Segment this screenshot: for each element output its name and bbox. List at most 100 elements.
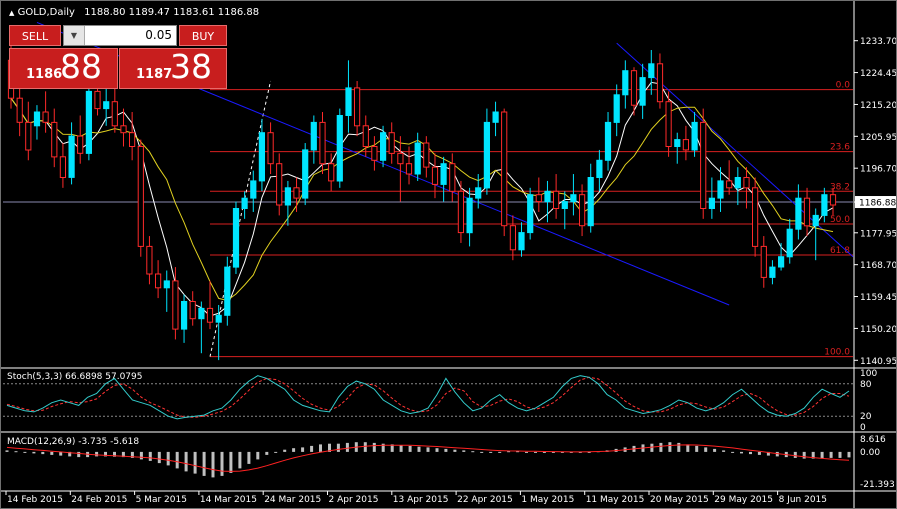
candle-body (319, 121, 326, 165)
y-tick-label: 1233.70 (860, 37, 897, 47)
x-tick-label: 5 Mar 2015 (136, 495, 187, 505)
macd-histogram-bar (426, 447, 430, 452)
candle-body (267, 132, 274, 165)
x-tick-label: 13 Apr 2015 (393, 495, 449, 505)
macd-histogram-bar (587, 451, 591, 453)
stoch-axis-label: 100 (860, 369, 877, 379)
macd-histogram-bar (202, 451, 206, 476)
candle-body (449, 163, 456, 192)
sell-price-big: 88 (60, 47, 102, 86)
candle-body (25, 121, 32, 151)
y-tick-label: 1140.95 (860, 357, 897, 367)
macd-histogram-bar (695, 445, 699, 452)
candle-body (224, 266, 231, 316)
macd-histogram-bar (668, 442, 672, 452)
candle-body (570, 194, 577, 203)
candle-body (535, 194, 542, 203)
y-tick-label: 1159.45 (860, 293, 897, 303)
stoch-axis-label: 20 (860, 412, 872, 422)
macd-histogram-bar (569, 451, 573, 453)
candle-body (371, 146, 378, 161)
macd-histogram-bar (847, 451, 851, 458)
macd-histogram-bar (32, 451, 36, 454)
candle-body (16, 97, 23, 123)
ohlc-readout: 1188.80 1189.47 1183.61 1186.88 (84, 7, 260, 18)
buy-price-button[interactable]: 1187 38 (119, 47, 227, 89)
macd-histogram-bar (650, 443, 654, 452)
macd-histogram-bar (256, 451, 260, 460)
macd-histogram-bar (399, 445, 403, 452)
candle-body (760, 245, 767, 278)
macd-label: MACD(12,26,9) -3.735 -5.618 (7, 437, 139, 447)
symbol-info: GOLD,Daily (17, 7, 75, 18)
sell-button[interactable]: SELL (9, 25, 61, 46)
fib-level-label: 38.2 (830, 182, 850, 192)
candle-body (700, 121, 707, 209)
stoch-label: Stoch(5,3,3) 66.6898 57.0795 (7, 372, 142, 382)
macd-histogram-bar (749, 451, 752, 455)
y-tick-label: 1177.95 (860, 229, 897, 239)
sell-price-button[interactable]: 1186 88 (9, 47, 118, 89)
macd-histogram-bar (453, 449, 457, 452)
macd-histogram-bar (77, 451, 81, 458)
candle-body (691, 121, 698, 151)
candle-body (345, 87, 352, 117)
candle-body (215, 314, 222, 323)
macd-histogram-bar (551, 451, 555, 453)
candle-body (440, 163, 447, 185)
x-tick-label: 24 Mar 2015 (264, 495, 321, 505)
candle-body (509, 225, 516, 251)
macd-histogram-bar (534, 451, 537, 453)
volume-down-icon[interactable]: ▼ (64, 26, 85, 45)
macd-histogram-bar (50, 451, 54, 455)
macd-histogram-bar (95, 451, 99, 457)
candle-body (630, 70, 638, 106)
x-tick-label: 11 May 2015 (586, 495, 645, 505)
volume-field[interactable]: ▼ 0.05 (63, 25, 177, 46)
candle-body (241, 197, 248, 209)
macd-histogram-bar (516, 451, 520, 453)
candle-body (466, 197, 473, 234)
volume-value[interactable]: 0.05 (145, 28, 172, 42)
macd-histogram-bar (704, 447, 708, 452)
macd-histogram-bar (811, 451, 815, 459)
x-tick-label: 29 May 2015 (714, 495, 773, 505)
candle-body (129, 132, 136, 147)
candle-body (77, 135, 84, 154)
candle-body (172, 280, 179, 330)
macd-histogram-bar (381, 443, 385, 452)
macd-histogram-bar (444, 448, 448, 452)
candle-body (198, 307, 205, 320)
macd-histogram-bar (220, 451, 224, 476)
buy-button[interactable]: BUY (179, 25, 227, 46)
candle-body (665, 101, 672, 147)
candle-body (276, 163, 283, 206)
candle-body (734, 177, 741, 189)
candle-body (829, 194, 837, 206)
macd-histogram-bar (390, 444, 394, 452)
candle-body (328, 163, 335, 182)
macd-histogram-bar (677, 442, 681, 452)
candle-body (769, 266, 776, 278)
candle-body (648, 63, 655, 79)
candle-body (85, 90, 93, 154)
candle-body (587, 177, 594, 227)
macd-histogram-bar (480, 451, 484, 453)
candle-body (483, 121, 490, 189)
macd-histogram-bar (829, 451, 833, 458)
macd-histogram-bar (148, 451, 152, 461)
y-tick-label: 1196.70 (860, 165, 897, 175)
y-tick-label: 1168.70 (860, 261, 897, 271)
macd-histogram-bar (435, 448, 439, 452)
macd-histogram-bar (802, 451, 806, 459)
macd-histogram-bar (838, 451, 842, 458)
fib-level-label: 23.6 (830, 143, 850, 153)
candle-body (682, 139, 689, 151)
macd-histogram-bar (489, 451, 493, 453)
candle-body (405, 163, 413, 175)
candle-body (431, 166, 439, 185)
macd-histogram-bar (372, 442, 376, 452)
macd-histogram-bar (184, 451, 188, 472)
